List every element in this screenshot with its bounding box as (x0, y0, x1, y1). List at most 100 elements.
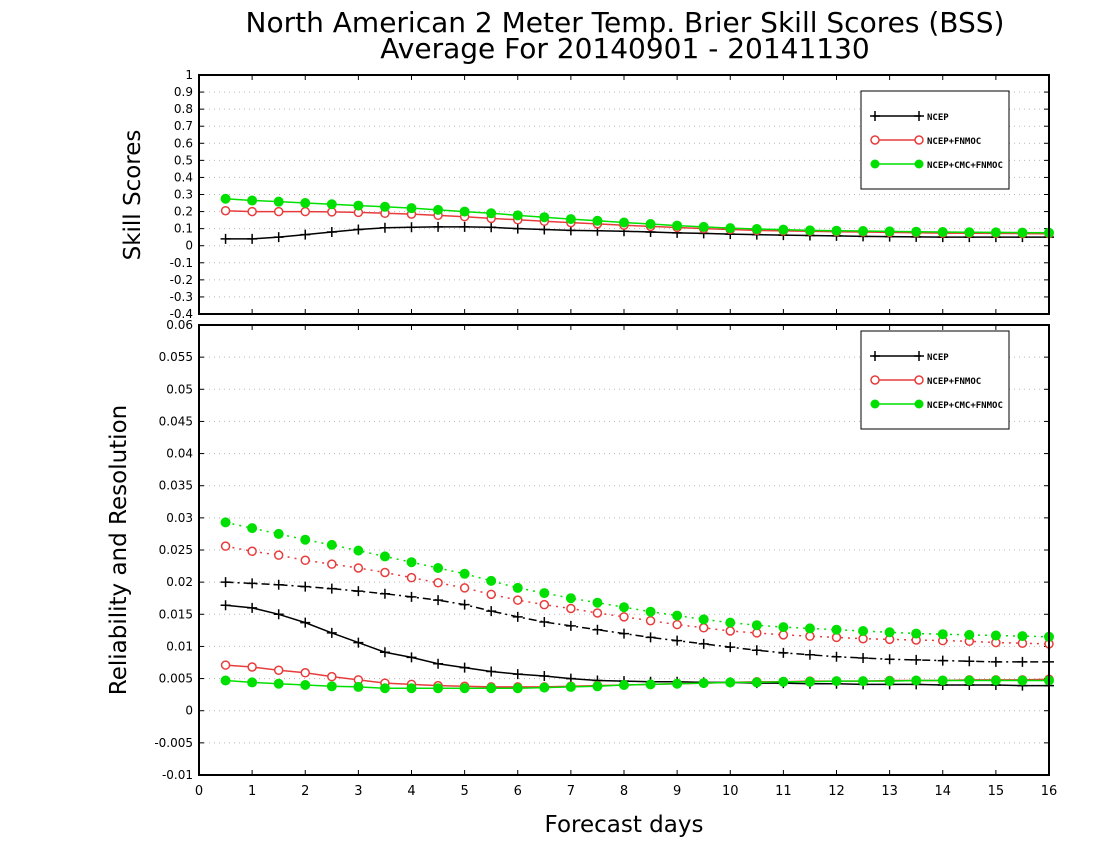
y-tick-label: 0.5 (174, 153, 193, 167)
legend-label: NCEP+FNMOC (927, 137, 981, 147)
data-point-filled-circle (459, 206, 470, 217)
data-point-open-circle (539, 599, 550, 610)
data-point-plus (486, 222, 497, 233)
data-point-filled-circle (751, 223, 762, 234)
y-tick-label: 0.055 (159, 350, 193, 364)
y-tick-label: -0.005 (154, 736, 193, 750)
data-point-filled-circle (406, 203, 417, 214)
data-point-filled-circle (619, 602, 629, 613)
y-tick-label: 0.01 (166, 639, 193, 653)
data-point-plus (751, 645, 762, 656)
data-point-open-circle (459, 583, 470, 593)
y-tick-label: 0.045 (159, 414, 193, 428)
data-point-plus (379, 588, 390, 599)
data-point-plus (459, 662, 470, 673)
data-point-plus (406, 222, 417, 233)
data-point-plus (486, 666, 497, 677)
data-point-open-circle (273, 206, 284, 217)
data-point-filled-circle (512, 683, 523, 694)
data-point-filled-circle (379, 201, 390, 212)
data-point-filled-circle (831, 624, 842, 635)
data-point-open-circle (327, 559, 337, 569)
data-point-open-circle (566, 603, 576, 614)
data-point-filled-circle (619, 680, 629, 690)
data-point-open-circle (327, 671, 337, 682)
data-point-filled-circle (884, 627, 895, 638)
data-point-filled-circle (645, 219, 656, 230)
legend-marker (870, 135, 880, 145)
data-point-filled-circle (353, 200, 364, 211)
data-point-filled-circle (300, 198, 311, 209)
data-point-filled-circle (406, 557, 417, 568)
data-point-filled-circle (964, 675, 975, 686)
data-point-filled-circle (459, 683, 470, 694)
y-tick-label: -0.01 (162, 768, 193, 782)
data-point-plus (379, 647, 390, 658)
data-point-plus (326, 583, 337, 594)
data-point-open-circle (619, 612, 629, 622)
data-point-open-circle (247, 546, 257, 557)
plot-frame (198, 74, 1050, 315)
data-point-plus (433, 658, 444, 669)
data-point-plus (300, 229, 311, 240)
x-tick-label: 2 (301, 784, 309, 799)
x-tick-label: 12 (828, 784, 845, 799)
data-point-plus (698, 638, 709, 649)
data-point-filled-circle (937, 629, 948, 640)
data-point-plus (539, 617, 550, 627)
data-point-filled-circle (486, 208, 497, 219)
y-tick-label: 0.3 (174, 188, 193, 202)
data-point-plus (247, 233, 258, 244)
data-point-filled-circle (220, 193, 231, 204)
data-point-filled-circle (831, 676, 842, 687)
x-axis-label: Forecast days (545, 812, 704, 838)
data-point-filled-circle (273, 528, 284, 539)
data-point-filled-circle (778, 676, 789, 687)
data-point-filled-circle (220, 675, 231, 686)
data-point-plus (406, 652, 417, 663)
data-point-filled-circle (672, 220, 683, 231)
data-point-plus (353, 637, 364, 648)
data-point-filled-circle (778, 224, 789, 235)
data-point-open-circle (406, 572, 417, 583)
legend-label: NCEP+CMC+FNMOC (927, 161, 1003, 171)
data-point-plus (565, 620, 576, 631)
data-point-filled-circle (911, 628, 922, 639)
data-point-filled-circle (804, 623, 815, 634)
data-point-filled-circle (539, 212, 550, 223)
legend-marker (914, 375, 924, 385)
data-point-open-circle (220, 660, 231, 670)
x-tick-label: 7 (567, 784, 575, 799)
data-point-open-circle (300, 206, 310, 217)
data-point-filled-circle (937, 675, 948, 686)
y-tick-label: 0.04 (166, 447, 193, 461)
data-point-filled-circle (353, 681, 364, 692)
data-point-plus (778, 647, 789, 658)
data-point-plus (273, 579, 284, 590)
data-point-filled-circle (592, 215, 603, 226)
data-point-filled-circle (884, 226, 895, 237)
x-tick-label: 16 (1041, 784, 1058, 799)
data-point-plus (247, 602, 258, 613)
data-point-filled-circle (565, 681, 576, 692)
data-point-plus (353, 586, 364, 597)
data-point-filled-circle (565, 593, 576, 604)
chart-title: North American 2 Meter Temp. Brier Skill… (246, 6, 1005, 39)
legend-marker (914, 159, 924, 169)
data-point-filled-circle (512, 210, 523, 221)
data-point-filled-circle (990, 630, 1001, 641)
data-point-filled-circle (619, 217, 629, 228)
data-point-plus (645, 632, 656, 643)
data-point-filled-circle (725, 223, 736, 234)
data-point-filled-circle (406, 683, 417, 694)
data-point-open-circle (220, 205, 231, 216)
data-point-plus (486, 606, 497, 617)
data-point-filled-circle (220, 517, 231, 528)
data-point-filled-circle (592, 597, 603, 608)
data-point-filled-circle (858, 626, 869, 636)
y-tick-label: 0 (185, 704, 193, 718)
data-point-plus (459, 221, 470, 232)
legend-marker (914, 135, 924, 145)
data-point-plus (619, 628, 629, 639)
